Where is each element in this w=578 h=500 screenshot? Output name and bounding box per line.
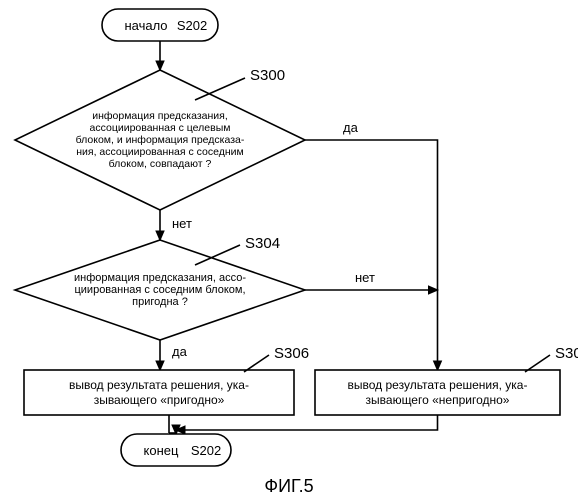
process-left-line: зывающего «пригодно» <box>94 393 225 407</box>
terminator-start-label: начало <box>124 18 167 33</box>
decision-1-step: S300 <box>250 67 285 84</box>
terminator-end-code: S202 <box>191 443 221 458</box>
decision-2-yes-label: да <box>172 344 188 359</box>
decision-1-line: информация предсказания, <box>92 110 228 122</box>
decision-1-line: блоком, и информация предсказа- <box>76 134 245 146</box>
decision-1-line: блоком, совпадают ? <box>109 158 212 170</box>
process-right-line: вывод результата решения, ука- <box>348 378 528 392</box>
terminator-end-label: конец <box>144 443 179 458</box>
decision-2-line: информация предсказания, ассо- <box>74 272 246 284</box>
decision-1-no-label: нет <box>172 216 192 231</box>
process-left-line: вывод результата решения, ука- <box>69 378 249 392</box>
process-left-step: S306 <box>274 345 309 362</box>
decision-1-line: ния, ассоциированная с соседним <box>76 146 244 158</box>
decision-2-no-label: нет <box>355 270 375 285</box>
decision-2-line: циированная с соседним блоком, <box>74 284 245 296</box>
terminator-start-code: S202 <box>177 18 207 33</box>
process-right-step: S302 <box>555 345 578 362</box>
decision-2-step: S304 <box>245 235 280 252</box>
process-right-line: зывающего «непригодно» <box>366 393 510 407</box>
decision-1-line: ассоциированная с целевым <box>90 122 231 134</box>
figure-caption: ФИГ.5 <box>264 476 313 496</box>
decision-2-line: пригодна ? <box>132 296 188 308</box>
decision-1-yes-label: да <box>343 120 359 135</box>
